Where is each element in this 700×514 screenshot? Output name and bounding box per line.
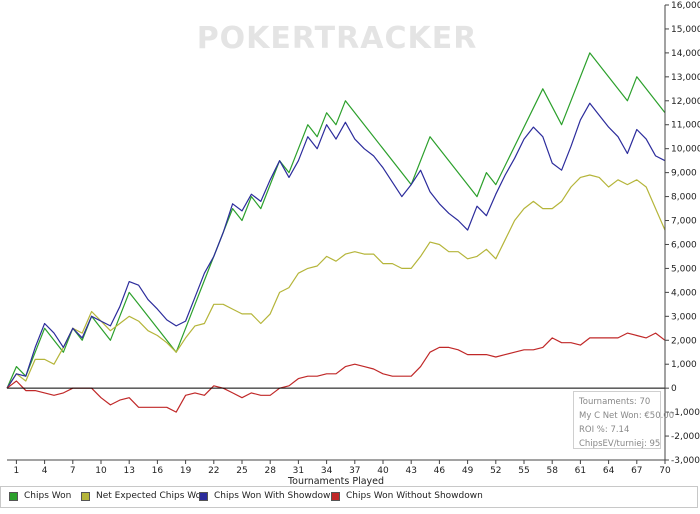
x-tick-label: 58 bbox=[546, 466, 558, 476]
x-tick-label: 25 bbox=[236, 466, 247, 476]
x-tick-label: 4 bbox=[42, 466, 48, 476]
x-tick-label: 43 bbox=[405, 466, 416, 476]
legend-swatch bbox=[81, 491, 90, 501]
y-tick-label: 13,000 bbox=[671, 73, 700, 83]
legend-item-without-showdown[interactable]: Chips Won Without Showdown bbox=[331, 491, 483, 501]
x-tick-label: 16 bbox=[152, 466, 164, 476]
y-tick-label: 8,000 bbox=[671, 193, 697, 203]
series-line-2 bbox=[6, 102, 666, 389]
y-tick-label: -3,000 bbox=[671, 456, 700, 466]
legend-swatch bbox=[9, 491, 18, 501]
x-tick-label: 64 bbox=[603, 466, 615, 476]
line-chart: POKERTRACKER -3,000 -2,000 -1,000 0 1,000 2,0… bbox=[6, 1, 700, 487]
y-tick-label: 0 bbox=[671, 384, 677, 394]
x-tick-label: 67 bbox=[631, 466, 642, 476]
y-tick-label: 2,000 bbox=[671, 336, 697, 346]
y-tick-label: 5,000 bbox=[671, 264, 697, 274]
x-tick-label: 10 bbox=[95, 466, 107, 476]
x-tick-label: 49 bbox=[462, 466, 474, 476]
legend-label: Chips Won Without Showdown bbox=[346, 491, 483, 501]
y-tick-label: 11,000 bbox=[671, 121, 700, 131]
y-tick-label: 15,000 bbox=[671, 25, 700, 35]
legend-item-chips-won[interactable]: Chips Won bbox=[9, 491, 71, 501]
series-line-0 bbox=[6, 52, 666, 389]
stat-tournaments: Tournaments: 70 bbox=[579, 397, 651, 407]
x-tick-label: 40 bbox=[377, 466, 389, 476]
legend-swatch bbox=[199, 491, 208, 501]
legend-swatch bbox=[331, 491, 340, 501]
stat-roi: ROI %: 7.14 bbox=[579, 425, 630, 435]
x-tick-label: 22 bbox=[208, 466, 219, 476]
legend-label: Chips Won With Showdown bbox=[214, 491, 337, 501]
y-tick-label: 10,000 bbox=[671, 145, 700, 155]
series-line-1 bbox=[6, 174, 666, 389]
y-tick-label: 7,000 bbox=[671, 217, 697, 227]
y-tick-label: 12,000 bbox=[671, 97, 700, 107]
x-axis-label: Tournaments Played bbox=[287, 476, 384, 486]
legend-label: Chips Won bbox=[24, 491, 72, 501]
x-tick-label: 31 bbox=[293, 466, 304, 476]
legend-label: Net Expected Chips Won bbox=[96, 491, 207, 501]
x-tick-label: 19 bbox=[180, 466, 192, 476]
x-tick-label: 7 bbox=[70, 466, 76, 476]
chart-legend: Chips Won Net Expected Chips Won Chips W… bbox=[0, 486, 698, 508]
y-tick-label: 4,000 bbox=[671, 288, 697, 298]
x-tick-label: 61 bbox=[575, 466, 586, 476]
x-tick-label: 52 bbox=[490, 466, 501, 476]
stat-net-won: My C Net Won: €50.00 bbox=[579, 411, 675, 421]
series-line-3 bbox=[6, 332, 666, 413]
stat-chips-ev: ChipsEV/turniej: 95 bbox=[579, 439, 661, 449]
x-tick-label: 1 bbox=[14, 466, 20, 476]
y-tick-label: 6,000 bbox=[671, 240, 697, 250]
y-tick-label: 14,000 bbox=[671, 49, 700, 59]
stats-box: Tournaments: 70 My C Net Won: €50.00 ROI… bbox=[573, 391, 675, 449]
x-tick-label: 55 bbox=[518, 466, 529, 476]
watermark: POKERTRACKER bbox=[197, 21, 478, 56]
x-tick-label: 13 bbox=[123, 466, 134, 476]
y-tick-label: -1,000 bbox=[671, 408, 700, 418]
x-tick-label: 37 bbox=[349, 466, 360, 476]
y-tick-label: 16,000 bbox=[671, 1, 700, 11]
y-tick-label: 3,000 bbox=[671, 312, 697, 322]
y-tick-label: -2,000 bbox=[671, 432, 700, 442]
legend-item-net-expected[interactable]: Net Expected Chips Won bbox=[81, 491, 207, 501]
x-tick-label: 34 bbox=[321, 466, 333, 476]
x-tick-label: 28 bbox=[264, 466, 276, 476]
y-tick-label: 9,000 bbox=[671, 169, 697, 179]
x-tick-label: 70 bbox=[659, 466, 671, 476]
y-tick-label: 1,000 bbox=[671, 360, 697, 370]
x-tick-label: 46 bbox=[434, 466, 446, 476]
legend-item-with-showdown[interactable]: Chips Won With Showdown bbox=[199, 491, 336, 501]
